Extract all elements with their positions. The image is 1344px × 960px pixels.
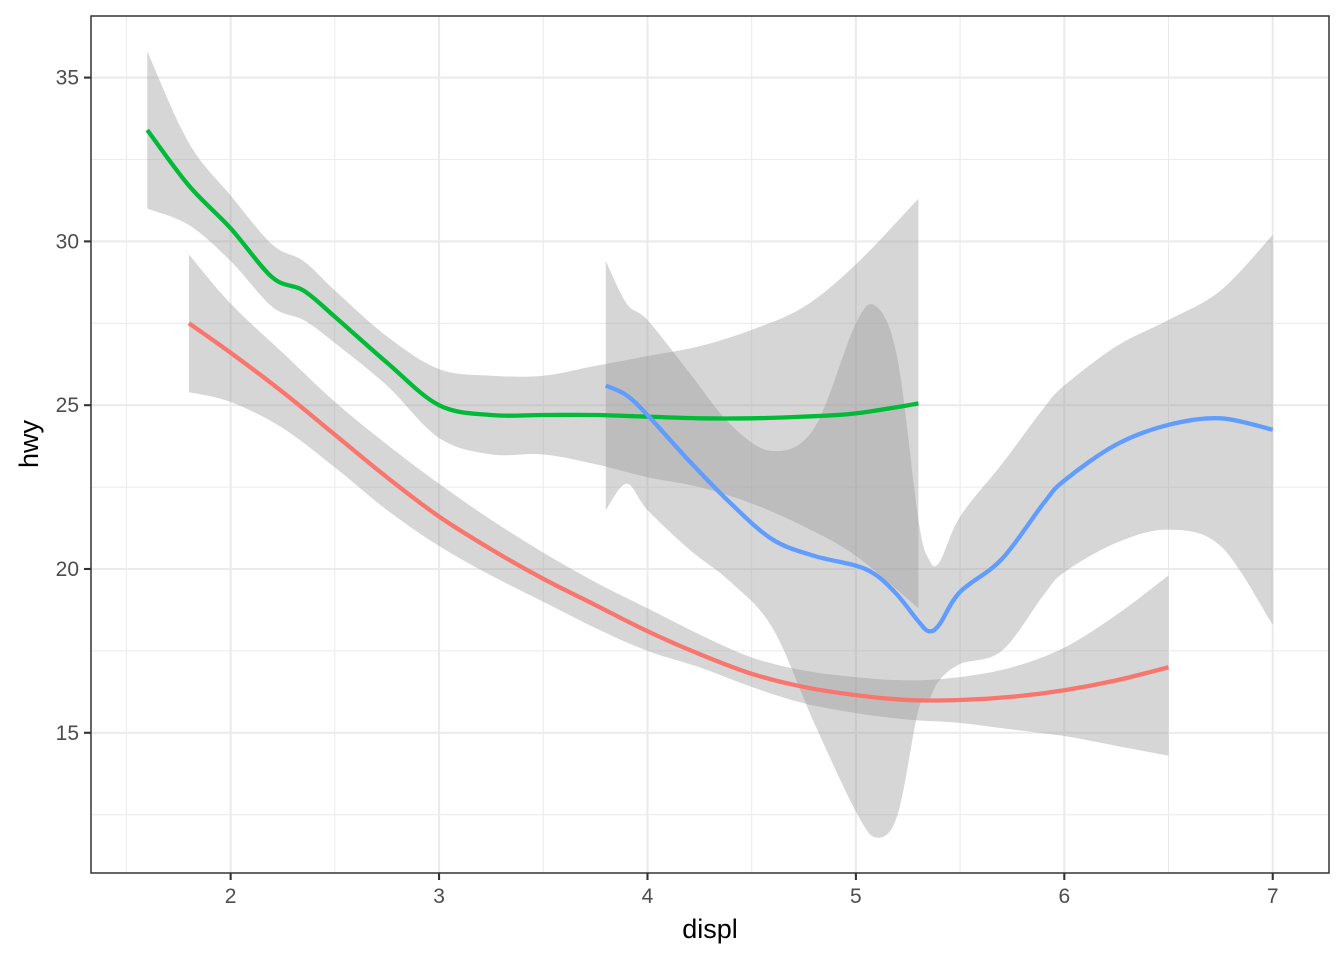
y-tick-label: 35 <box>56 67 79 90</box>
y-tick-label: 25 <box>56 394 79 417</box>
x-axis: 2 3 4 5 6 7 <box>225 873 1279 908</box>
x-tick-label: 6 <box>1058 885 1070 908</box>
smooth-line-3 <box>604 383 1274 634</box>
confidence-ribbons <box>147 51 1273 838</box>
confidence-ribbon-1 <box>188 254 1169 756</box>
y-tick-label: 20 <box>56 558 79 581</box>
panel-border <box>90 15 1330 874</box>
y-tick-label: 30 <box>56 230 79 253</box>
y-tick-label: 15 <box>56 722 79 745</box>
confidence-ribbon-3 <box>605 234 1273 838</box>
x-axis-title: displ <box>682 914 738 944</box>
smooth-line-2 <box>145 128 919 421</box>
panel-background <box>91 16 1329 873</box>
smooth-line-1 <box>187 321 1170 703</box>
y-axis: 15 20 25 30 35 <box>56 67 91 745</box>
major-gridlines <box>91 16 1329 873</box>
x-tick-label: 3 <box>433 885 445 908</box>
x-tick-label: 4 <box>642 885 654 908</box>
x-tick-label: 2 <box>225 885 237 908</box>
x-tick-label: 7 <box>1267 885 1279 908</box>
smooth-lines <box>145 128 1274 703</box>
minor-gridlines <box>91 16 1329 873</box>
confidence-ribbon-2 <box>147 51 919 609</box>
x-tick-label: 5 <box>850 885 862 908</box>
y-axis-title: hwy <box>14 419 44 468</box>
